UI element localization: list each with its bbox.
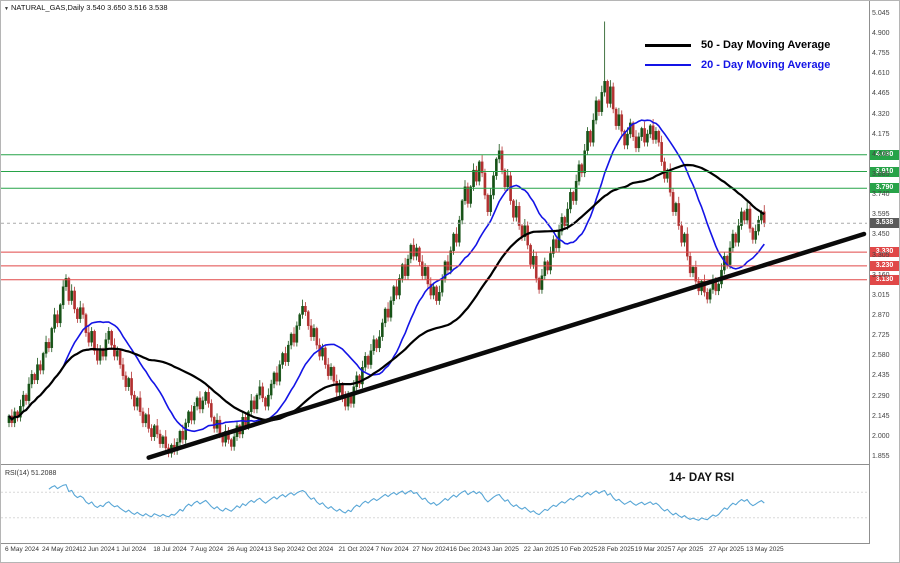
x-label: 24 May 2024 <box>42 546 80 553</box>
y-tick: 3.015 <box>872 291 890 299</box>
y-tick: 2.870 <box>872 311 890 319</box>
support-price-tag-1: 3.230 <box>869 260 899 271</box>
candles <box>7 21 766 458</box>
x-label: 22 Jan 2025 <box>523 546 560 553</box>
trendline[interactable] <box>146 231 867 460</box>
x-label: 13 Sep 2024 <box>264 546 302 553</box>
y-tick: 2.435 <box>872 372 890 380</box>
rsi-line <box>48 484 765 521</box>
x-label: 26 Aug 2024 <box>227 546 264 553</box>
y-tick: 3.160 <box>872 271 890 279</box>
x-label: 27 Apr 2025 <box>708 546 744 553</box>
x-label: 6 May 2024 <box>5 546 39 553</box>
chart-title-text: NATURAL_GAS,Daily 3.540 3.650 3.516 3.53… <box>10 3 168 12</box>
x-label: 18 Jul 2024 <box>153 546 187 553</box>
x-label: 2 Oct 2024 <box>301 546 334 553</box>
ma20-label: 20 - Day Moving Average <box>701 59 831 71</box>
x-label: 13 May 2025 <box>746 546 784 553</box>
support-price-tag-0: 3.330 <box>869 247 899 258</box>
x-label: 12 Jun 2024 <box>79 546 115 553</box>
resistance-price-tag-1: 3.910 <box>869 166 899 177</box>
x-label: 19 Mar 2025 <box>634 546 672 553</box>
ma-legend: 50 - Day Moving Average 20 - Day Moving … <box>639 33 837 77</box>
main-rsi-separator <box>1 464 899 465</box>
x-label: 7 Aug 2024 <box>190 546 224 553</box>
y-tick: 4.465 <box>872 90 890 98</box>
current-price-tag: 3.538 <box>869 218 899 229</box>
legend-item-ma50: 50 - Day Moving Average <box>645 35 830 55</box>
x-label: 7 Apr 2025 <box>671 546 704 553</box>
symbol-marker-icon: ▼ <box>4 6 9 12</box>
y-tick: 3.885 <box>872 170 890 178</box>
y-tick: 3.450 <box>872 231 890 239</box>
ma50-label: 50 - Day Moving Average <box>701 39 831 51</box>
price-axis-border <box>869 1 870 544</box>
y-tick: 1.855 <box>872 452 890 460</box>
x-label: 7 Nov 2024 <box>375 546 409 553</box>
y-tick: 4.320 <box>872 110 890 118</box>
x-label: 16 Dec 2024 <box>449 546 487 553</box>
y-tick: 5.045 <box>872 9 890 17</box>
ma50-line-sample <box>645 43 691 47</box>
x-label: 1 Jul 2024 <box>116 546 147 553</box>
date-axis[interactable]: 6 May 2024 24 May 2024 12 Jun 2024 1 Jul 20… <box>1 546 869 562</box>
support-price-tag-2: 3.130 <box>869 274 899 285</box>
y-tick: 2.000 <box>872 432 890 440</box>
y-tick: 4.900 <box>872 30 890 37</box>
main-chart-canvas[interactable] <box>1 1 869 463</box>
rsi-annotation: 14- DAY RSI <box>669 472 735 484</box>
y-tick: 3.305 <box>872 251 890 259</box>
x-label: 10 Feb 2025 <box>560 546 598 553</box>
y-tick: 4.610 <box>872 70 890 78</box>
y-tick: 2.145 <box>872 412 890 420</box>
rsi-axis-separator <box>1 543 899 544</box>
y-tick: 4.175 <box>872 130 890 138</box>
y-tick: 3.595 <box>872 211 890 219</box>
x-label: 21 Oct 2024 <box>338 546 374 553</box>
rsi-canvas[interactable] <box>1 467 869 542</box>
y-tick: 4.755 <box>872 50 890 58</box>
resistance-price-tag-0: 4.030 <box>869 149 899 160</box>
x-label: 27 Nov 2024 <box>412 546 450 553</box>
y-tick: 2.725 <box>872 332 890 340</box>
y-tick: 4.030 <box>872 150 890 158</box>
ma50-line <box>8 163 765 422</box>
y-tick: 2.290 <box>872 392 890 400</box>
legend-item-ma20: 20 - Day Moving Average <box>645 55 830 75</box>
x-label: 3 Jan 2025 <box>486 546 519 553</box>
chart-title: ▼ NATURAL_GAS,Daily 3.540 3.650 3.516 3.5… <box>4 3 168 12</box>
price-axis[interactable]: 4.030 3.910 3.790 3.330 3.230 3.130 3.538 5.045… <box>869 1 899 562</box>
x-label: 28 Feb 2025 <box>597 546 635 553</box>
y-tick: 2.580 <box>872 352 890 360</box>
y-tick: 3.740 <box>872 191 890 199</box>
resistance-price-tag-2: 3.790 <box>869 183 899 194</box>
rsi-indicator-label: RSI(14) 51.2088 <box>5 470 57 477</box>
ma20-line-sample <box>645 64 691 66</box>
